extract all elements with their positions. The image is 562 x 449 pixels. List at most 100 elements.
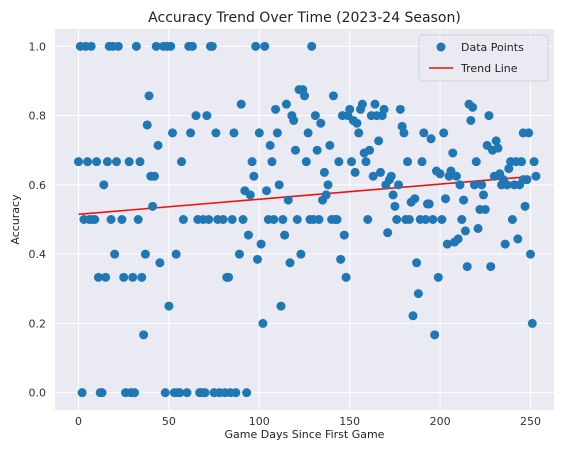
- data-point: [419, 128, 429, 138]
- data-point: [527, 318, 537, 328]
- y-tick-labels: 0.0 0.2 0.4 0.6 0.8 1.0: [29, 40, 47, 399]
- data-point: [334, 157, 344, 167]
- data-point: [312, 145, 322, 155]
- data-point: [274, 180, 284, 190]
- data-point: [448, 148, 458, 158]
- data-point: [424, 199, 434, 209]
- data-point: [252, 254, 262, 264]
- data-point: [164, 301, 174, 311]
- data-point: [469, 180, 479, 190]
- legend: Data Points Trend Line: [418, 34, 549, 82]
- data-point: [462, 262, 472, 272]
- data-point: [352, 118, 362, 128]
- data-point: [435, 169, 445, 179]
- data-point: [171, 249, 181, 259]
- data-point: [236, 99, 246, 109]
- data-point: [90, 215, 100, 224]
- data-point: [186, 128, 196, 138]
- data-point: [300, 91, 309, 101]
- data-point: [471, 157, 481, 167]
- data-point: [390, 201, 400, 211]
- y-tick-label: 0.6: [29, 179, 47, 192]
- data-point: [151, 41, 161, 51]
- data-point: [269, 215, 279, 224]
- data-point: [363, 215, 373, 224]
- grid-lines: [55, 29, 554, 410]
- data-point: [303, 128, 313, 138]
- data-point: [83, 157, 93, 167]
- data-point: [529, 157, 539, 167]
- data-point: [361, 157, 371, 167]
- data-point: [417, 157, 427, 167]
- data-point: [283, 195, 293, 205]
- data-point: [410, 194, 420, 204]
- data-point: [124, 157, 134, 167]
- data-point: [285, 258, 295, 268]
- y-tick-label: 0.0: [29, 387, 47, 400]
- data-point: [245, 190, 255, 200]
- data-point: [131, 41, 141, 51]
- data-point: [102, 157, 112, 167]
- data-point: [137, 272, 147, 282]
- data-point: [441, 194, 451, 204]
- data-point: [386, 171, 396, 181]
- data-point: [99, 180, 109, 190]
- x-tick-label: 50: [162, 415, 176, 428]
- data-point: [507, 215, 517, 224]
- data-point: [155, 258, 165, 268]
- data-point: [242, 388, 252, 398]
- data-points-layer: [74, 41, 541, 398]
- data-point: [117, 215, 127, 224]
- data-point: [375, 167, 385, 177]
- data-point: [524, 128, 534, 138]
- data-point: [153, 140, 163, 150]
- data-point: [262, 186, 272, 196]
- data-point: [518, 175, 528, 185]
- data-point: [478, 190, 488, 200]
- data-point: [460, 226, 470, 236]
- data-point: [258, 318, 268, 328]
- data-point: [140, 249, 150, 259]
- x-tick-label: 0: [75, 415, 82, 428]
- legend-label-data-points: Data Points: [461, 41, 524, 54]
- data-point: [289, 115, 299, 125]
- data-point: [202, 111, 212, 121]
- data-point: [368, 171, 378, 181]
- data-point: [477, 180, 487, 190]
- data-point: [437, 215, 447, 224]
- data-point: [325, 140, 335, 150]
- data-point: [224, 272, 234, 282]
- legend-marker-data-points: [436, 42, 446, 52]
- data-point: [296, 249, 306, 259]
- data-point: [160, 388, 170, 398]
- data-point: [276, 301, 286, 311]
- data-point: [139, 330, 149, 340]
- data-point: [301, 157, 311, 167]
- data-point: [314, 215, 324, 224]
- data-point: [350, 167, 360, 177]
- y-axis-label: Accuracy: [9, 194, 22, 245]
- data-point: [525, 249, 535, 259]
- data-point: [480, 204, 490, 214]
- data-point: [370, 99, 380, 109]
- data-point: [321, 190, 331, 200]
- data-point: [106, 215, 116, 224]
- data-point: [354, 128, 364, 138]
- data-point: [177, 157, 187, 167]
- data-point: [520, 201, 530, 211]
- legend-label-trend-line: Trend Line: [460, 62, 518, 75]
- data-point: [110, 249, 120, 259]
- data-point: [211, 128, 221, 138]
- data-point: [256, 239, 266, 249]
- data-point: [265, 140, 275, 150]
- data-point: [374, 136, 384, 146]
- data-point: [168, 128, 178, 138]
- data-point: [234, 249, 244, 259]
- data-point: [408, 311, 418, 321]
- data-point: [459, 195, 469, 205]
- y-tick-label: 0.4: [29, 248, 47, 261]
- data-point: [101, 272, 111, 282]
- data-point: [493, 143, 503, 153]
- data-point: [218, 215, 228, 224]
- data-point: [200, 388, 210, 398]
